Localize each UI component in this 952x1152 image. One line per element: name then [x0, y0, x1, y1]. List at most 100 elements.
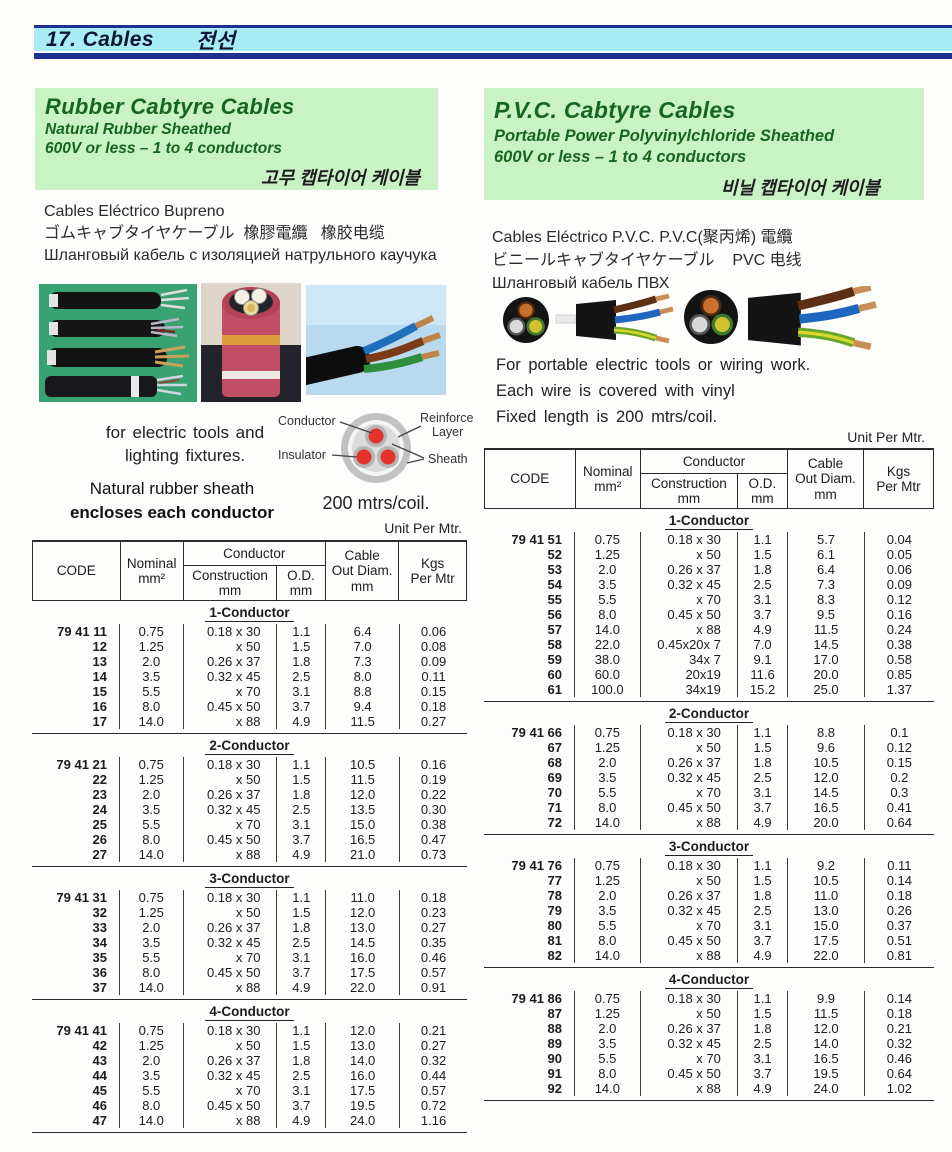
table-cell: 1.25 — [594, 1006, 620, 1021]
table-column: 0.06 0.08 0.09 0.11 0.15 0.18 0.27 — [399, 624, 467, 729]
table-cell: 1.5 — [292, 1038, 311, 1053]
table-cell: 14.5 — [813, 637, 839, 652]
table-column: 0.18 x 30 x 50 0.26 x 37 0.32 x 45 x 70 0.45 … — [182, 624, 277, 729]
table-cell: 4.9 — [753, 1081, 772, 1096]
table-cell: 11.0 — [350, 890, 375, 905]
table-cell: 4.9 — [292, 980, 311, 995]
usage-note: for electric tools and lighting fixtures… — [105, 423, 265, 465]
table-cell: 100.0 — [591, 682, 624, 697]
table-cell: 0.18 x 30 — [206, 890, 261, 905]
table-cell: 0.04 — [886, 532, 913, 547]
rubber-cable-cross-section-photo — [201, 283, 301, 402]
header-cable-out-diam: Cable Out Diam. mm — [786, 450, 863, 508]
table-cell: 17 — [92, 714, 107, 729]
table-column: 9.2 10.5 11.0 13.0 15.0 17.5 22.0 — [787, 858, 864, 963]
table-cell: 0.26 x 37 — [667, 755, 721, 770]
table-cell: 0.12 — [886, 592, 913, 607]
table-cell: 4.9 — [753, 622, 772, 637]
table-cell: 0.44 — [420, 1068, 447, 1083]
table-cell: 68 — [547, 755, 562, 770]
table-cell: 5.5 — [598, 918, 617, 933]
table-cell: 3.1 — [753, 1051, 772, 1066]
table-column: 1.1 1.5 1.8 2.5 3.1 3.7 4.9 — [276, 624, 325, 729]
table-cell: 60 — [547, 667, 562, 682]
cross-section-diagram: Conductor Insulator Reinforce Layer Shea… — [276, 406, 476, 514]
table-cell: 13.0 — [349, 1038, 376, 1053]
section-heading: 2-Conductor — [484, 702, 934, 723]
table-cell: 14.5 — [813, 785, 839, 800]
table-cell: 3.5 — [598, 903, 617, 918]
section-rows: 79 41 86 87 88 89 90 91 92 0.75 1.25 2.0 3.5 5.5 8.0… — [484, 989, 934, 1100]
table-cell: x 70 — [696, 785, 721, 800]
table-cell: 1.5 — [753, 1006, 772, 1021]
table-column: 0.18 x 30 x 50 0.26 x 37 0.32 x 45 x 70 0.45 … — [182, 757, 277, 862]
table-cell: 8.0 — [142, 699, 161, 714]
page-title: 17. Cables — [46, 27, 154, 51]
table-cell: 79 41 41 — [56, 1023, 107, 1038]
table-cell: 0.24 — [886, 622, 913, 637]
header-od: O.D. mm — [276, 566, 324, 600]
sheath-label: Sheath — [428, 452, 468, 466]
table-cell: 0.75 — [594, 991, 620, 1006]
table-cell: 12.0 — [349, 787, 376, 802]
product-title: P.V.C. Cabtyre Cables — [494, 97, 736, 123]
table-cell: 0.32 x 45 — [206, 802, 261, 817]
table-cell: 3.1 — [753, 918, 772, 933]
table-column: 12.0 13.0 14.0 16.0 17.5 19.5 24.0 — [325, 1023, 399, 1128]
table-cell: 54 — [547, 577, 562, 592]
rubber-title-box: Rubber Cabtyre Cables Natural Rubber She… — [35, 88, 438, 190]
table-cell: 5.5 — [142, 950, 161, 965]
table-cell: 1.1 — [753, 532, 772, 547]
reinforce-layer-label-1: Reinforce — [420, 411, 474, 425]
table-cell: x 70 — [696, 918, 721, 933]
table-cell: 0.2 — [890, 770, 909, 785]
table-cell: 3.5 — [142, 1068, 161, 1083]
header-divider — [34, 53, 952, 59]
table-cell: 16.5 — [813, 800, 839, 815]
pvc-cable-group-photo-small — [501, 290, 674, 348]
table-column: 0.18 0.23 0.27 0.35 0.46 0.57 0.91 — [399, 890, 467, 995]
table-cell: 6.4 — [816, 562, 836, 577]
table-cell: 34x 7 — [689, 652, 721, 667]
table-cell: 2.5 — [292, 802, 311, 817]
table-cell: 1.5 — [753, 873, 772, 888]
table-cell: x 88 — [235, 847, 261, 862]
table-cell: 1.25 — [594, 873, 620, 888]
alt-language-names: Cables Eléctrico P.V.C. P.V.C(聚丙烯) 電纜 ビニー… — [492, 226, 802, 295]
section-heading: 1-Conductor — [484, 509, 934, 530]
table-cell: 2.0 — [598, 562, 617, 577]
table-cell: x 88 — [696, 1081, 721, 1096]
table-cell: 3.1 — [292, 817, 311, 832]
table-column: 79 41 51 52 53 54 55 56 57 58 59 60 61 — [484, 532, 574, 697]
table-column: 1.1 1.5 1.8 2.5 3.1 3.7 4.9 — [736, 858, 787, 963]
table-cell: 77 — [547, 873, 562, 888]
pvc-cable-group-photo-large — [682, 286, 926, 350]
table-cell: 1.5 — [292, 639, 311, 654]
table-cell: 19.5 — [813, 1066, 839, 1081]
text-line: Fixed length is 200 mtrs/coil. — [496, 408, 718, 426]
table-section: 2-Conductor 79 41 66 67 68 69 70 71 72 0.75 1.25 2… — [484, 702, 934, 835]
table-cell: 14.0 — [138, 847, 164, 862]
section-heading: 3-Conductor — [484, 835, 934, 856]
table-cell: 4.9 — [753, 948, 772, 963]
table-cell: 0.18 — [886, 888, 913, 903]
table-column: 1.1 1.5 1.8 2.5 3.1 3.7 4.9 — [276, 757, 325, 862]
table-cell: 0.30 — [420, 802, 447, 817]
table-body: 1-Conductor 79 41 11 12 13 14 15 16 17 0.75 1.25 2… — [32, 601, 467, 1133]
table-cell: 0.35 — [420, 935, 447, 950]
table-cell: 0.64 — [886, 815, 913, 830]
section-rows: 79 41 41 42 43 44 45 46 47 0.75 1.25 2.0 3.5 5.5 8.0… — [32, 1021, 467, 1132]
table-cell: 3.5 — [142, 669, 161, 684]
table-cell: x 88 — [696, 948, 721, 963]
rubber-cables-column: Rubber Cabtyre Cables Natural Rubber She… — [30, 0, 474, 1152]
table-cell: 1.25 — [594, 740, 620, 755]
table-cell: 3.7 — [292, 965, 311, 980]
table-cell: 24.0 — [813, 1081, 839, 1096]
table-cell: 0.32 x 45 — [667, 577, 721, 592]
section-heading-text: 2-Conductor — [205, 738, 294, 755]
section-rows: 79 41 31 32 33 34 35 36 37 0.75 1.25 2.0 3.5 5.5 8.0… — [32, 888, 467, 999]
table-cell: 1.25 — [138, 639, 164, 654]
table-cell: 87 — [547, 1006, 562, 1021]
table-cell: 0.46 — [886, 1051, 913, 1066]
